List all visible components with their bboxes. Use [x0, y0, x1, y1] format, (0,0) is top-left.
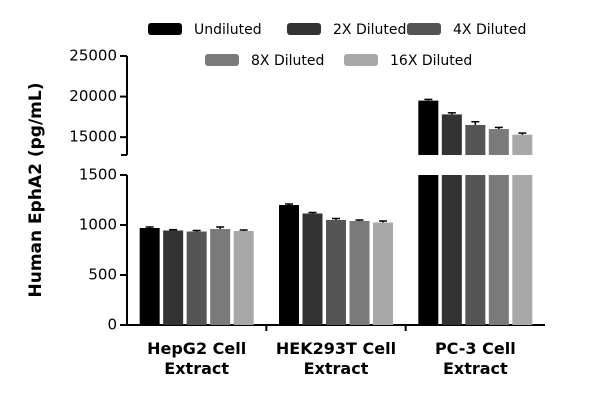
bar — [163, 230, 184, 325]
bar — [488, 129, 509, 155]
legend-label: Undiluted — [194, 22, 262, 38]
y-tick-label: 0 — [107, 316, 117, 334]
bar — [233, 231, 254, 325]
bar — [349, 221, 370, 325]
legend-swatch — [205, 54, 239, 66]
legend-swatch — [148, 23, 182, 35]
bar — [302, 213, 323, 325]
legend-swatch — [407, 23, 441, 35]
y-tick-label: 25000 — [69, 47, 117, 65]
legend-swatch — [344, 54, 378, 66]
bar — [465, 175, 486, 325]
legend-label: 4X Diluted — [453, 22, 526, 38]
y-tick-label: 15000 — [69, 128, 117, 146]
bar — [186, 231, 207, 325]
y-axis-label: Human EphA2 (pg/mL) — [26, 83, 46, 298]
bar — [139, 228, 160, 325]
bar — [441, 114, 462, 155]
y-tick-label: 20000 — [69, 87, 117, 105]
legend-label: 16X Diluted — [390, 53, 472, 69]
bar — [210, 229, 231, 325]
legend-label: 2X Diluted — [333, 22, 406, 38]
y-tick-label: 1500 — [79, 166, 117, 184]
bar — [279, 205, 299, 325]
legend-label: 8X Diluted — [251, 53, 324, 69]
y-tick-label: 1000 — [79, 216, 117, 234]
bar — [418, 175, 439, 325]
y-tick-label: 500 — [88, 266, 117, 284]
bar — [326, 220, 346, 325]
bar — [465, 124, 486, 155]
bar — [441, 175, 462, 325]
bar — [488, 175, 509, 325]
bar — [512, 134, 533, 155]
x-tick-label: PC-3 Cell Extract — [434, 339, 516, 378]
x-tick-label: HepG2 Cell Extract — [147, 339, 247, 378]
x-tick-label: HEK293T Cell Extract — [275, 339, 397, 378]
bar — [373, 222, 393, 325]
bar — [418, 100, 439, 155]
legend-swatch — [287, 23, 321, 35]
bar — [512, 175, 533, 325]
